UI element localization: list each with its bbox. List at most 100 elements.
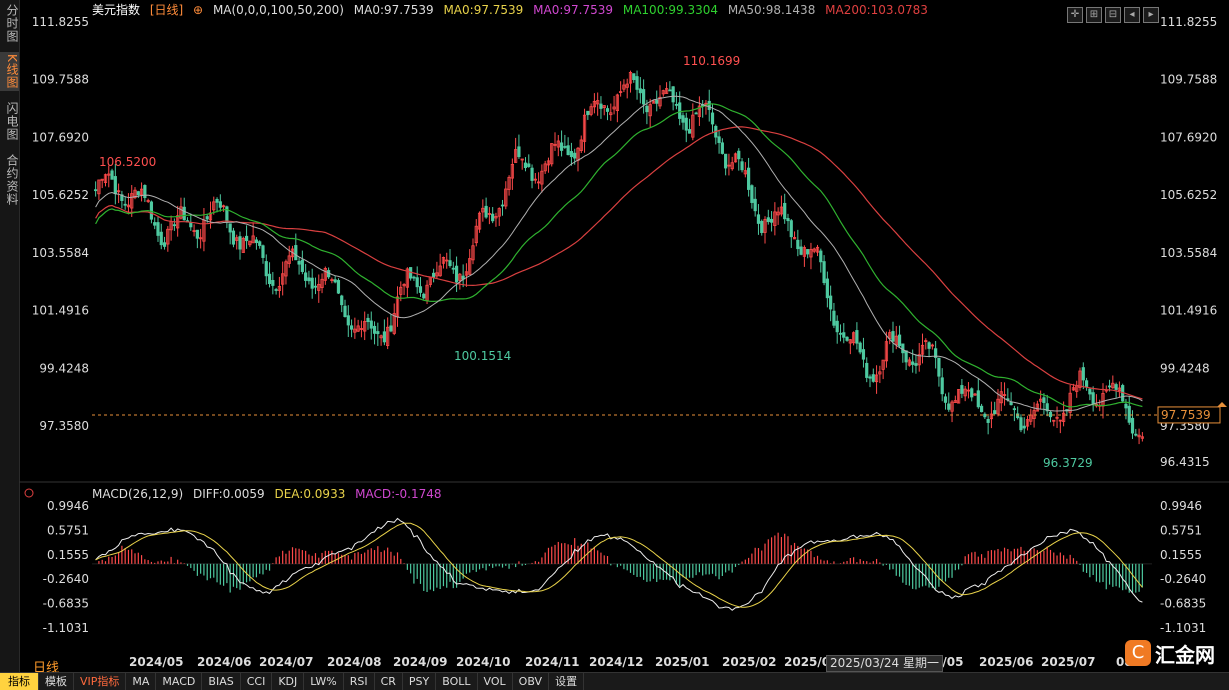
ma-formula[interactable]: MA(0,0,0,100,50,200) — [212, 3, 344, 17]
scroll-left-icon[interactable]: ◂ — [1124, 7, 1140, 23]
time-label-0: 2024/05 — [129, 655, 183, 669]
period-label[interactable]: [日线] — [149, 3, 184, 17]
sidebar-tab-2[interactable]: 闪电图 — [5, 102, 19, 141]
ma50-value: MA50:98.1438 — [727, 3, 816, 17]
candle-body — [218, 201, 222, 208]
price-axis-left-5: 101.4916 — [32, 304, 89, 318]
candle-body — [619, 91, 623, 93]
candle-body — [569, 151, 574, 158]
candle-body — [382, 331, 386, 343]
zoom-out-icon[interactable]: ⊟ — [1105, 7, 1121, 23]
candle-body — [753, 198, 757, 212]
indicator-tab-10[interactable]: CR — [375, 673, 403, 690]
candle-body — [655, 99, 659, 104]
time-label-2: 2024/07 — [259, 655, 313, 669]
indicator-tab-12[interactable]: BOLL — [436, 673, 478, 690]
candle-body — [609, 112, 613, 116]
macd-diff-line — [95, 517, 1143, 611]
time-label-13: 2025/07 — [1041, 655, 1095, 669]
candle-body — [504, 188, 508, 207]
candle-body — [550, 143, 554, 165]
crosshair-icon[interactable]: ✛ — [1067, 7, 1083, 23]
indicator-tab-3[interactable]: MA — [126, 673, 157, 690]
candle-body — [1042, 397, 1046, 403]
macd-axis-left-3: -0.2640 — [43, 572, 89, 586]
zoom-in-icon[interactable]: ⊞ — [1086, 7, 1102, 23]
scroll-right-icon[interactable]: ▸ — [1143, 7, 1159, 23]
candle-body — [281, 273, 285, 285]
candle-body — [248, 240, 252, 246]
candle-body — [599, 103, 603, 109]
kline-chart[interactable]: 111.8255 111.8255 109.7588 109.7588 107.6920… — [19, 0, 1229, 672]
candle-body — [1016, 413, 1020, 419]
price-axis-left-3: 105.6252 — [32, 188, 89, 202]
candle-body — [815, 246, 820, 253]
indicator-tab-8[interactable]: LW% — [304, 673, 344, 690]
candle-body — [1009, 401, 1013, 406]
candle-body — [172, 224, 176, 227]
candle-body — [950, 401, 954, 412]
indicator-tab-6[interactable]: CCI — [241, 673, 273, 690]
candle-body — [412, 276, 416, 279]
settings-icon[interactable]: ⊕ — [193, 3, 204, 17]
candle-body — [937, 357, 941, 377]
candle-body — [343, 305, 347, 318]
indicator-tab-15[interactable]: 设置 — [549, 673, 585, 690]
candle-body — [1078, 370, 1082, 388]
candle-body — [336, 280, 341, 294]
indicator-tab-0[interactable]: 指标 — [0, 673, 39, 690]
candle-body — [605, 108, 610, 112]
candle-body — [300, 259, 304, 272]
candle-body — [681, 115, 685, 123]
candle-body — [1127, 405, 1131, 423]
candle-body — [966, 389, 971, 392]
price-axis-right-1: 109.7588 — [1160, 73, 1217, 87]
macd-axis-left-5: -1.1031 — [43, 621, 89, 635]
candle-body — [835, 320, 839, 333]
candle-body — [317, 283, 321, 291]
candle-body — [612, 106, 616, 110]
indicator-tab-14[interactable]: OBV — [513, 673, 550, 690]
macd-dea: DEA:0.0933 — [274, 487, 346, 501]
indicator-tab-9[interactable]: RSI — [344, 673, 375, 690]
candle-body — [779, 206, 784, 215]
candle-body — [651, 100, 656, 104]
indicator-tab-4[interactable]: MACD — [156, 673, 203, 690]
candle-body — [520, 158, 524, 161]
indicator-tab-2[interactable]: VIP指标 — [74, 673, 127, 690]
candle-body — [1058, 419, 1062, 422]
indicator-tab-5[interactable]: BIAS — [202, 673, 241, 690]
candle-body — [139, 188, 144, 196]
candle-body — [379, 335, 383, 339]
candle-body — [901, 343, 905, 354]
candle-body — [1022, 425, 1026, 429]
indicator-tab-11[interactable]: PSY — [403, 673, 437, 690]
candle-body — [664, 88, 669, 94]
candle-body — [983, 413, 987, 418]
time-label-4: 2024/09 — [393, 655, 447, 669]
time-label-3: 2024/08 — [327, 655, 381, 669]
candle-body — [113, 176, 117, 195]
indicator-tab-7[interactable]: KDJ — [272, 673, 305, 690]
candle-body — [94, 189, 98, 192]
sidebar-tab-0[interactable]: 分时图 — [5, 4, 19, 43]
candle-body — [884, 341, 889, 362]
time-label-5: 2024/10 — [456, 655, 510, 669]
candle-body — [251, 235, 255, 244]
candle-body — [274, 289, 278, 291]
macd-formula[interactable]: MACD(26,12,9) — [92, 487, 184, 501]
candle-body — [349, 325, 354, 330]
candle-body — [989, 413, 994, 420]
candle-body — [920, 344, 925, 355]
candle-body — [559, 142, 564, 151]
macd-header: MACD(26,12,9) DIFF:0.0059 DEA:0.0933 MAC… — [92, 487, 448, 501]
candle-body — [927, 342, 931, 349]
candle-body — [264, 261, 268, 277]
indicator-tab-1[interactable]: 模板 — [39, 673, 74, 690]
time-label-7: 2024/12 — [589, 655, 643, 669]
sidebar-tab-1[interactable]: K线图 — [0, 52, 19, 91]
candle-body — [1107, 385, 1112, 388]
candle-body — [789, 220, 793, 238]
indicator-tab-13[interactable]: VOL — [478, 673, 513, 690]
sidebar-tab-3[interactable]: 合约资料 — [5, 154, 19, 206]
